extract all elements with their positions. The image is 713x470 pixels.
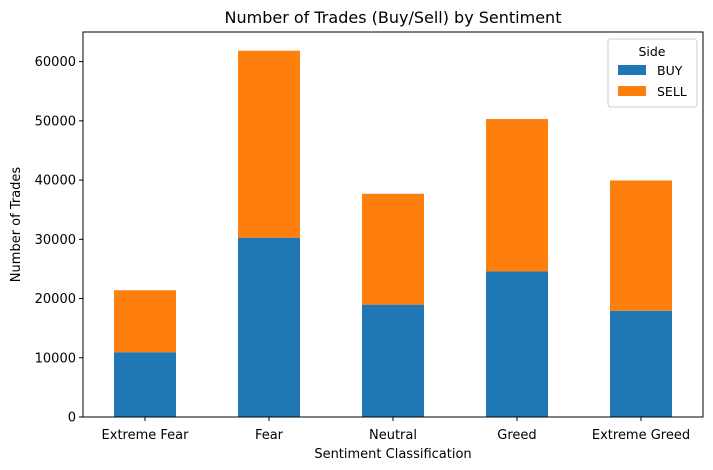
y-tick-label: 60000 bbox=[35, 55, 76, 70]
bar-sell-extreme-fear bbox=[114, 290, 176, 353]
x-tick-label: Neutral bbox=[369, 428, 417, 443]
x-tick-label: Extreme Fear bbox=[102, 428, 190, 443]
bars-layer bbox=[114, 50, 672, 417]
x-tick-label: Fear bbox=[255, 428, 284, 443]
bar-sell-neutral bbox=[362, 193, 424, 305]
bar-sell-greed bbox=[486, 119, 548, 272]
bar-buy-neutral bbox=[362, 304, 424, 417]
y-tick-label: 40000 bbox=[35, 174, 76, 189]
chart-title: Number of Trades (Buy/Sell) by Sentiment bbox=[225, 8, 562, 27]
bar-buy-extreme-fear bbox=[114, 352, 176, 417]
x-axis: Extreme Fear Fear Neutral Greed Extreme Gree… bbox=[102, 417, 690, 443]
legend-label-sell: SELL bbox=[657, 84, 687, 99]
bar-buy-fear bbox=[238, 237, 300, 417]
y-tick-label: 30000 bbox=[35, 233, 76, 248]
legend-label-buy: BUY bbox=[657, 63, 683, 78]
plot-frame bbox=[82, 31, 704, 418]
y-tick-label: 0 bbox=[68, 411, 76, 426]
y-axis: 0 10000 20000 30000 40000 50000 60000 bbox=[35, 55, 83, 426]
legend-title: Side bbox=[638, 44, 665, 59]
x-axis-label: Sentiment Classification bbox=[314, 447, 471, 462]
y-tick-label: 50000 bbox=[35, 114, 76, 129]
x-tick-label: Extreme Greed bbox=[592, 428, 690, 443]
bar-sell-extreme-greed bbox=[610, 180, 672, 311]
y-axis-label: Number of Trades bbox=[9, 167, 24, 283]
bar-sell-fear bbox=[238, 50, 300, 238]
bar-buy-greed bbox=[486, 271, 548, 417]
y-tick-label: 10000 bbox=[35, 351, 76, 366]
legend: Side BUY SELL bbox=[607, 38, 698, 108]
y-tick-label: 20000 bbox=[35, 292, 76, 307]
legend-swatch-buy bbox=[618, 65, 646, 75]
legend-swatch-sell bbox=[618, 86, 646, 96]
x-tick-label: Greed bbox=[497, 428, 536, 443]
bar-buy-extreme-greed bbox=[610, 310, 672, 417]
